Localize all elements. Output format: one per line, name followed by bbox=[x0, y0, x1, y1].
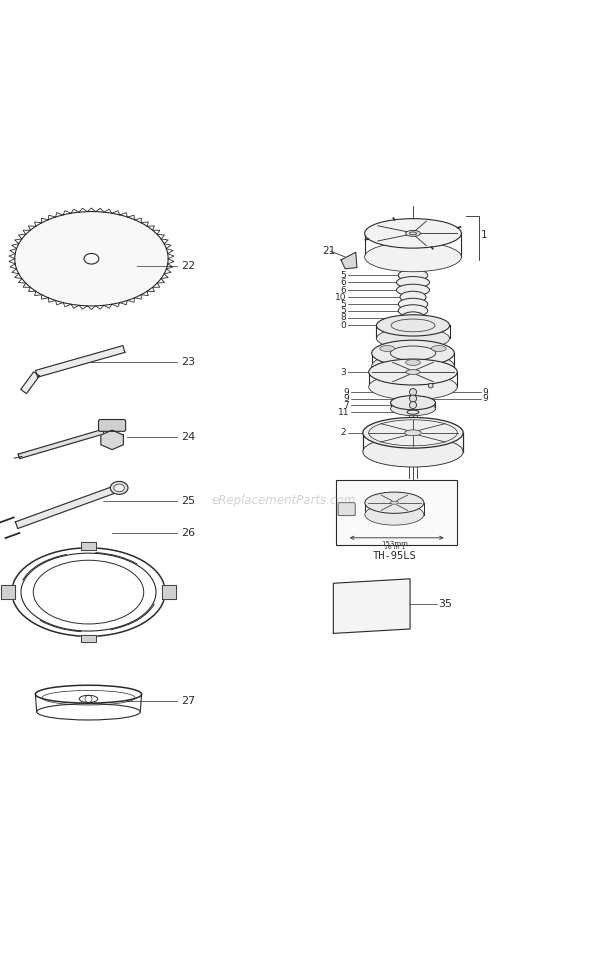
Polygon shape bbox=[15, 485, 120, 529]
Text: 6: 6 bbox=[340, 285, 346, 295]
Ellipse shape bbox=[396, 276, 430, 288]
Ellipse shape bbox=[405, 430, 421, 436]
Ellipse shape bbox=[391, 401, 435, 416]
Ellipse shape bbox=[365, 219, 461, 248]
Text: 8: 8 bbox=[340, 313, 346, 323]
Ellipse shape bbox=[110, 481, 128, 494]
Ellipse shape bbox=[365, 242, 461, 272]
Ellipse shape bbox=[396, 284, 430, 296]
Text: 5: 5 bbox=[340, 306, 346, 315]
Ellipse shape bbox=[376, 327, 450, 349]
Text: 6: 6 bbox=[340, 277, 346, 287]
Ellipse shape bbox=[390, 501, 398, 504]
Polygon shape bbox=[21, 372, 40, 394]
Ellipse shape bbox=[372, 353, 454, 379]
Ellipse shape bbox=[401, 312, 425, 324]
Ellipse shape bbox=[409, 232, 417, 235]
Ellipse shape bbox=[400, 291, 426, 303]
Polygon shape bbox=[18, 429, 104, 459]
Text: 22: 22 bbox=[181, 261, 195, 271]
Text: 5: 5 bbox=[340, 271, 346, 279]
Circle shape bbox=[409, 396, 417, 402]
Text: 3: 3 bbox=[340, 368, 346, 376]
Ellipse shape bbox=[406, 370, 420, 374]
Circle shape bbox=[409, 389, 417, 396]
Ellipse shape bbox=[406, 230, 420, 236]
Text: 11: 11 bbox=[338, 408, 349, 417]
Text: 0: 0 bbox=[340, 321, 346, 330]
Circle shape bbox=[409, 401, 417, 409]
Text: 9: 9 bbox=[343, 394, 349, 403]
FancyBboxPatch shape bbox=[338, 503, 355, 516]
Polygon shape bbox=[35, 346, 125, 377]
Polygon shape bbox=[162, 585, 176, 599]
Ellipse shape bbox=[407, 410, 419, 414]
Ellipse shape bbox=[431, 346, 446, 351]
Ellipse shape bbox=[369, 359, 457, 385]
Text: 9: 9 bbox=[343, 388, 349, 396]
Text: 26: 26 bbox=[181, 528, 195, 539]
Ellipse shape bbox=[363, 418, 463, 448]
Text: eReplacementParts.com: eReplacementParts.com bbox=[211, 494, 355, 507]
Text: 35: 35 bbox=[438, 599, 453, 609]
Ellipse shape bbox=[398, 270, 428, 281]
Text: 24: 24 bbox=[181, 432, 195, 442]
Ellipse shape bbox=[376, 315, 450, 336]
FancyBboxPatch shape bbox=[336, 480, 457, 545]
Text: 16 In 1: 16 In 1 bbox=[384, 545, 405, 550]
Ellipse shape bbox=[114, 484, 124, 492]
Text: 5: 5 bbox=[340, 300, 346, 309]
Text: TH-95LS: TH-95LS bbox=[372, 551, 416, 561]
Text: 9: 9 bbox=[482, 388, 488, 396]
Ellipse shape bbox=[15, 211, 168, 306]
Polygon shape bbox=[1, 585, 15, 599]
Ellipse shape bbox=[398, 299, 428, 310]
Ellipse shape bbox=[372, 340, 454, 366]
Text: 10: 10 bbox=[335, 293, 346, 301]
Text: 153mm: 153mm bbox=[381, 540, 408, 547]
Circle shape bbox=[428, 383, 433, 388]
Polygon shape bbox=[81, 635, 96, 642]
Polygon shape bbox=[81, 542, 96, 550]
Text: 2: 2 bbox=[340, 428, 346, 438]
Ellipse shape bbox=[380, 346, 395, 351]
Polygon shape bbox=[341, 252, 357, 269]
Text: 9: 9 bbox=[482, 394, 488, 403]
Text: 23: 23 bbox=[181, 357, 195, 367]
Text: 1: 1 bbox=[481, 229, 487, 240]
Ellipse shape bbox=[365, 492, 424, 514]
Text: 21: 21 bbox=[322, 246, 335, 256]
Text: 7: 7 bbox=[343, 400, 349, 410]
Text: 25: 25 bbox=[181, 495, 195, 506]
Polygon shape bbox=[333, 579, 410, 634]
Ellipse shape bbox=[369, 373, 457, 399]
Ellipse shape bbox=[391, 396, 435, 410]
Text: 27: 27 bbox=[181, 696, 195, 707]
Ellipse shape bbox=[406, 360, 420, 366]
Polygon shape bbox=[101, 430, 123, 449]
Ellipse shape bbox=[363, 437, 463, 467]
Ellipse shape bbox=[365, 504, 424, 525]
FancyBboxPatch shape bbox=[99, 420, 126, 431]
Ellipse shape bbox=[398, 304, 428, 317]
